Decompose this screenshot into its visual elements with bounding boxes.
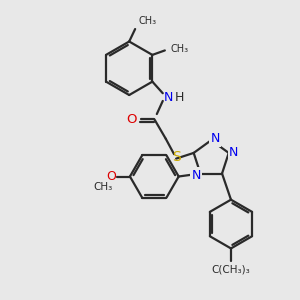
Text: CH₃: CH₃ bbox=[93, 182, 112, 192]
Text: CH₃: CH₃ bbox=[138, 16, 156, 26]
Text: H: H bbox=[175, 91, 184, 103]
Text: CH₃: CH₃ bbox=[170, 44, 188, 54]
Text: N: N bbox=[229, 146, 239, 159]
Text: O: O bbox=[106, 170, 116, 183]
Text: N: N bbox=[210, 132, 220, 145]
Text: C(CH₃)₃: C(CH₃)₃ bbox=[212, 265, 250, 275]
Text: N: N bbox=[164, 91, 174, 103]
Text: S: S bbox=[172, 150, 181, 164]
Text: O: O bbox=[126, 113, 136, 126]
Text: N: N bbox=[191, 169, 201, 182]
